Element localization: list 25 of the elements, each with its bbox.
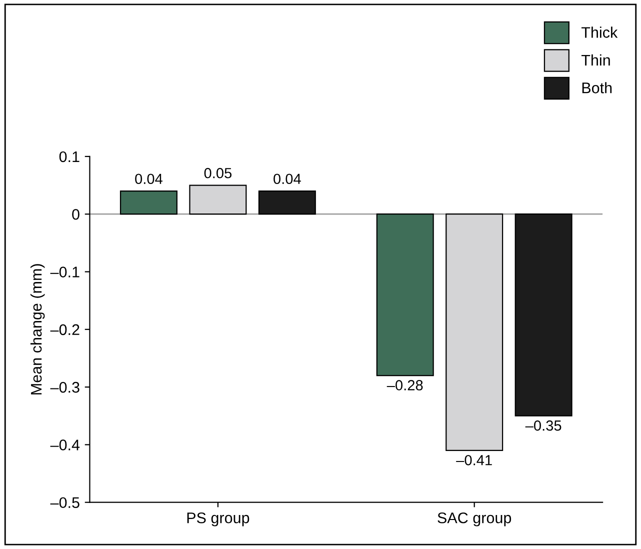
- bar: [514, 214, 572, 416]
- data-label: 0.04: [274, 174, 301, 184]
- data-label: 0.04: [135, 174, 162, 184]
- data-label: –0.28: [386, 380, 423, 390]
- data-label: –0.35: [525, 420, 562, 431]
- y-tick-label: –0.4: [50, 440, 80, 450]
- bar: [258, 190, 316, 215]
- legend-label: Thin: [581, 54, 610, 66]
- x-tick-label: PS group: [187, 512, 250, 526]
- bar: [376, 214, 434, 376]
- legend-label: Thick: [581, 26, 618, 38]
- y-tick-label: 0: [72, 208, 80, 220]
- data-label: –0.41: [456, 454, 492, 466]
- bar: [120, 190, 178, 215]
- x-tick-label: SAC group: [438, 512, 512, 526]
- data-label: 0.05: [204, 168, 232, 178]
- bar: [446, 214, 504, 452]
- y-tick-label: –0.3: [50, 382, 80, 393]
- y-tick-label: –0.1: [50, 266, 80, 278]
- y-tick-label: –0.5: [50, 497, 80, 508]
- y-axis-title: Mean change (mm): [30, 264, 45, 394]
- bar: [189, 184, 247, 215]
- legend-label: Both: [582, 82, 612, 94]
- y-tick-label: –0.2: [50, 324, 80, 336]
- y-tick-label: 0.1: [59, 151, 80, 162]
